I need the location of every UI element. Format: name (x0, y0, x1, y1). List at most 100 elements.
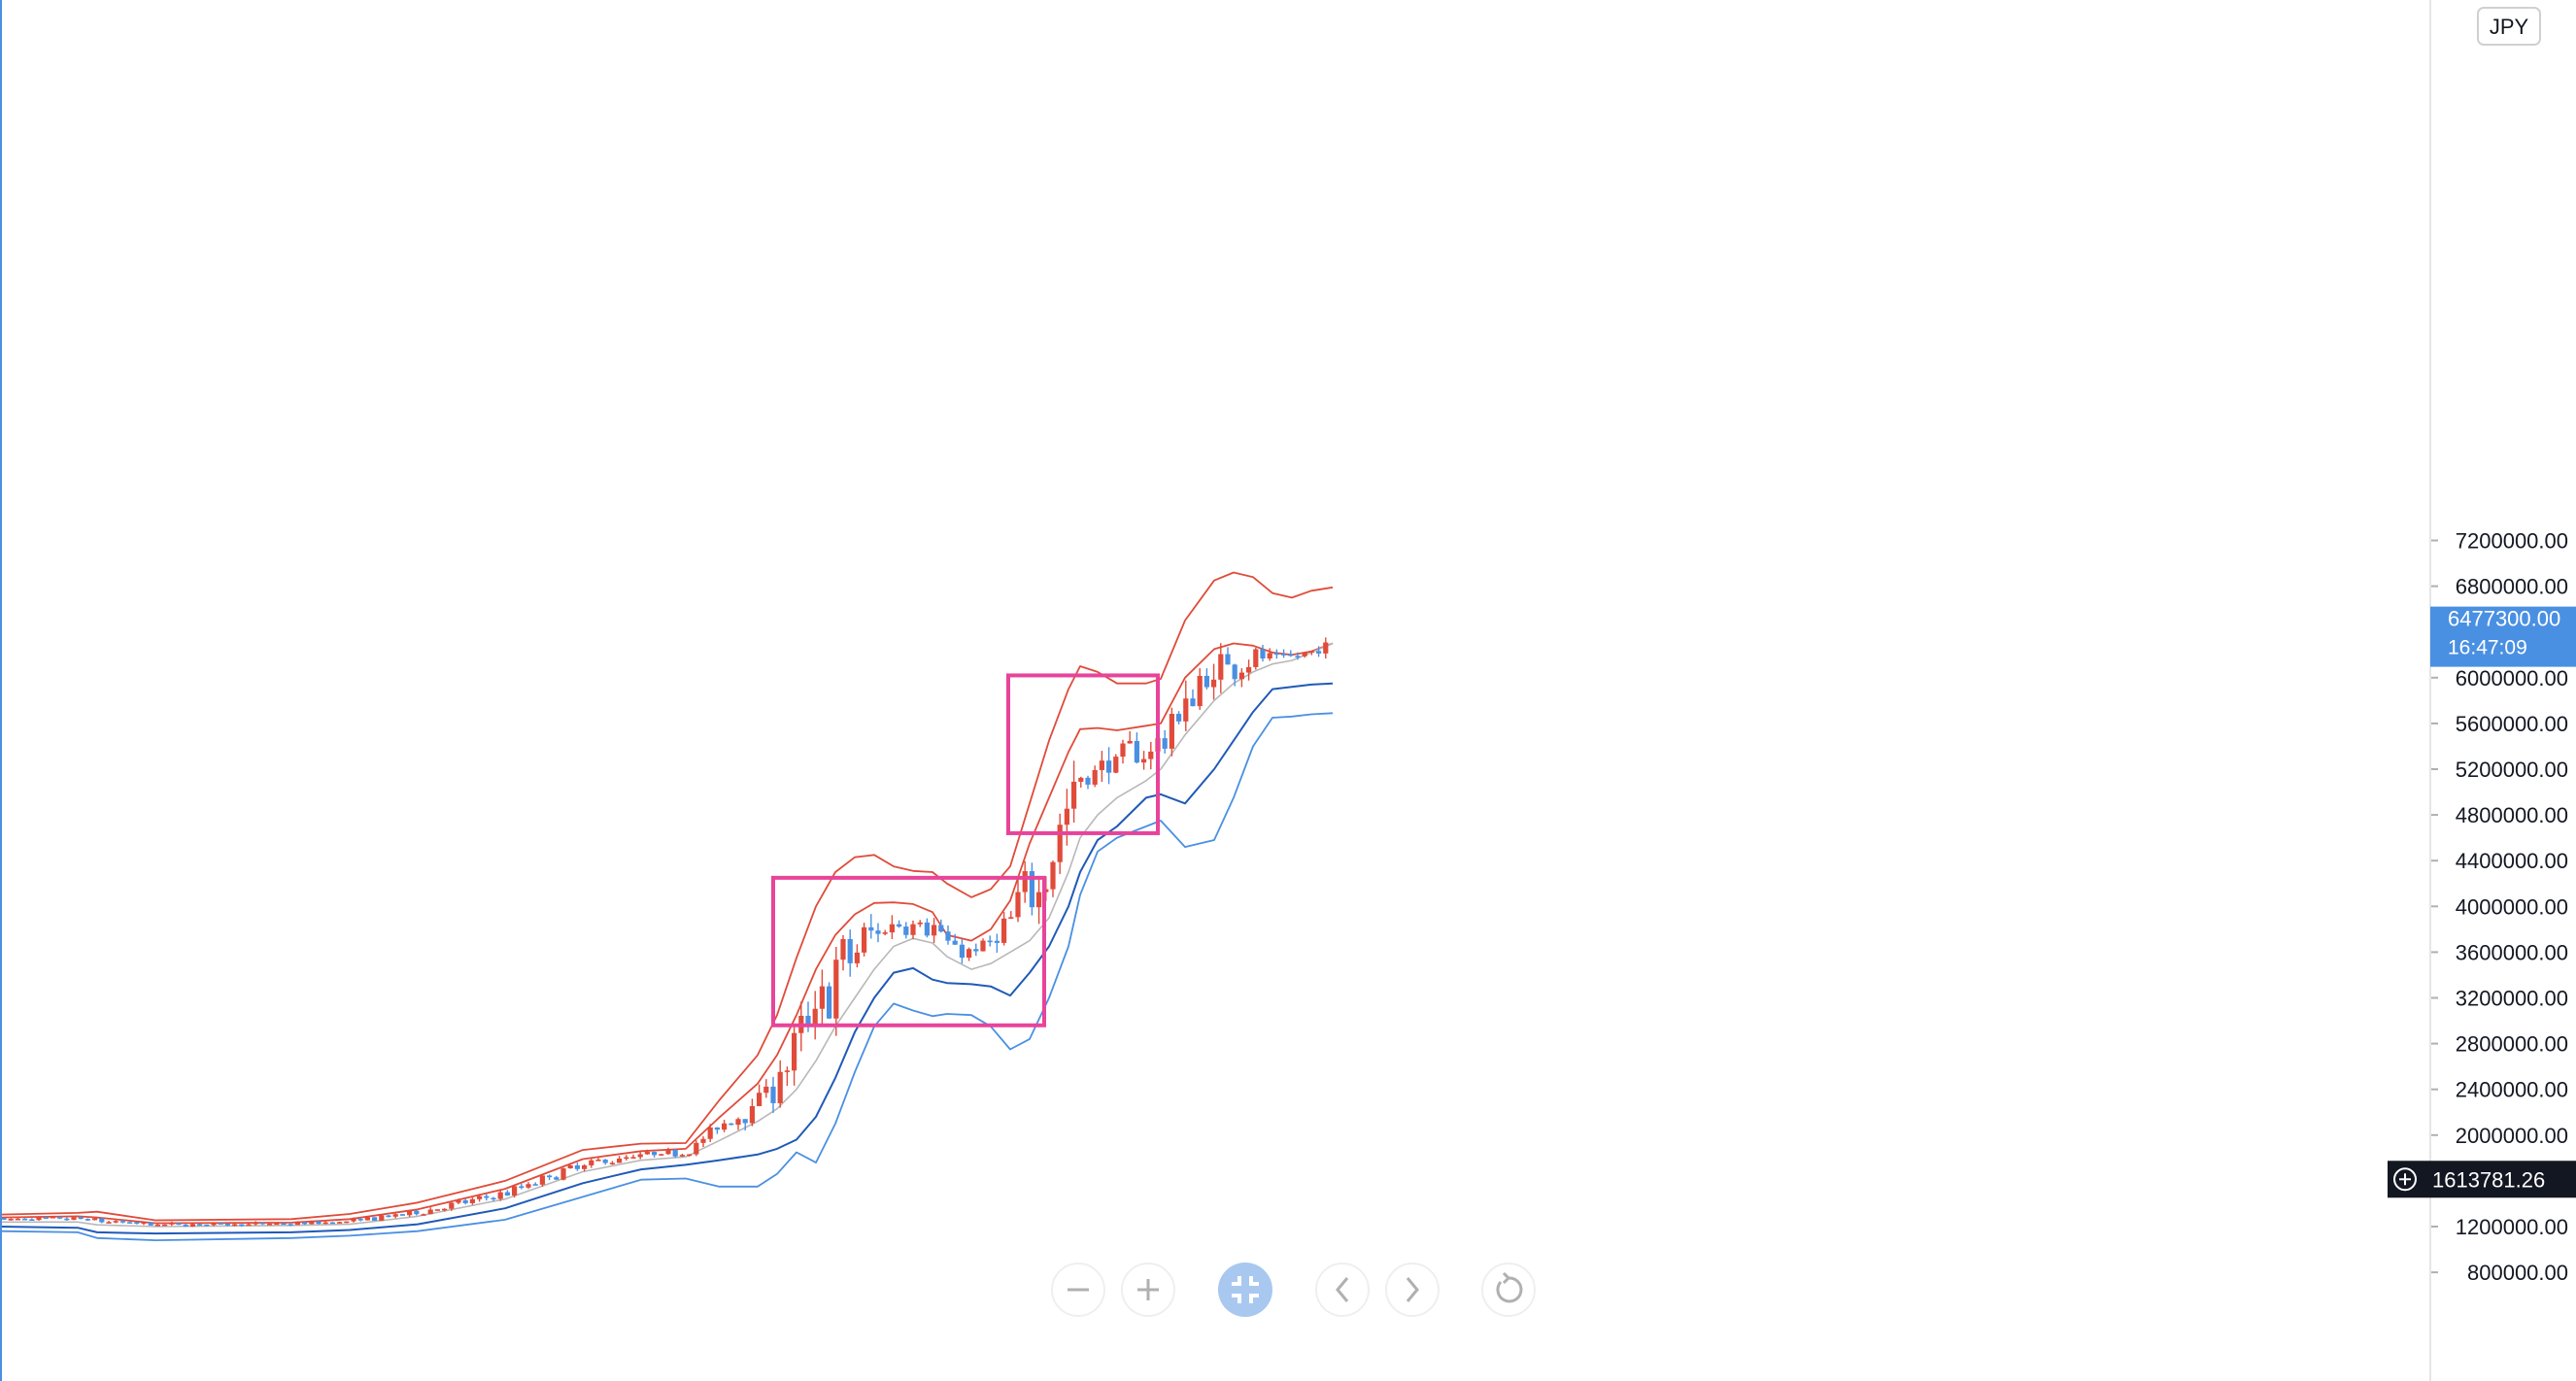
last-price-value: 6477300.00 (2448, 607, 2560, 631)
up-candle (792, 1024, 797, 1086)
down-candle (302, 1221, 308, 1226)
down-candle (399, 1214, 405, 1216)
up-candle (1183, 680, 1189, 731)
y-tick-label: 6000000.00 (2456, 666, 2568, 690)
up-candle (449, 1201, 455, 1211)
up-candle (8, 1218, 14, 1221)
up-candle (1211, 663, 1217, 700)
down-candle (994, 933, 1000, 953)
up-candle (442, 1208, 448, 1212)
down-candle (532, 1182, 538, 1186)
down-candle (1085, 775, 1091, 790)
down-candle (1288, 650, 1294, 657)
up-candle (722, 1120, 728, 1132)
down-candle (57, 1216, 63, 1220)
y-tick-label: 6800000.00 (2456, 575, 2568, 599)
up-candle (92, 1217, 98, 1221)
scroll-right-button[interactable] (1385, 1263, 1440, 1317)
up-candle (71, 1217, 77, 1221)
up-candle (141, 1222, 147, 1226)
down-candle (29, 1218, 35, 1221)
up-candle (1169, 707, 1174, 757)
up-candle (162, 1224, 168, 1227)
up-candle (854, 944, 860, 968)
down-candle (288, 1222, 293, 1227)
down-candle (85, 1218, 90, 1221)
up-candle (1218, 643, 1224, 693)
down-candle (183, 1224, 188, 1228)
up-candle (637, 1152, 643, 1160)
down-candle (316, 1220, 322, 1225)
chart-navigation-toolbar (1051, 1263, 1536, 1317)
y-tick-label: 4800000.00 (2456, 803, 2568, 827)
up-candle (700, 1136, 706, 1148)
y-tick-label: 2000000.00 (2456, 1124, 2568, 1148)
down-candle (827, 982, 832, 1020)
down-candle (945, 925, 951, 945)
up-candle (36, 1217, 42, 1221)
up-candle (497, 1189, 503, 1201)
up-candle (812, 991, 818, 1040)
reset-view-button[interactable] (1218, 1263, 1272, 1317)
down-candle (1190, 689, 1196, 707)
down-candle (875, 923, 881, 943)
y-tick-label: 5200000.00 (2456, 758, 2568, 782)
down-candle (224, 1223, 230, 1227)
down-candle (329, 1222, 335, 1225)
zoom-in-button[interactable] (1121, 1263, 1175, 1317)
up-candle (1015, 876, 1021, 923)
up-candle (253, 1221, 258, 1226)
down-candle (176, 1223, 182, 1226)
y-tick-label: 5600000.00 (2456, 712, 2568, 736)
down-candle (462, 1198, 468, 1205)
highlight-boxes (771, 673, 1160, 1027)
up-candle (50, 1216, 55, 1219)
down-candle (197, 1223, 203, 1227)
zoom-out-button[interactable] (1051, 1263, 1105, 1317)
down-candle (805, 1001, 811, 1032)
up-candle (477, 1194, 483, 1202)
bollinger-bands (0, 571, 1334, 1241)
chevron-left-icon (1336, 1277, 1349, 1302)
up-candle (434, 1209, 440, 1211)
y-tick-label: 1200000.00 (2456, 1215, 2568, 1239)
down-candle (897, 920, 902, 928)
down-candle (204, 1224, 210, 1227)
down-candle (386, 1215, 391, 1218)
currency-badge[interactable]: JPY (2477, 7, 2541, 46)
up-candle (589, 1158, 594, 1168)
up-candle (294, 1221, 300, 1226)
down-candle (959, 938, 965, 964)
up-candle (1022, 860, 1028, 903)
down-candle (99, 1217, 105, 1224)
down-candle (602, 1159, 608, 1165)
upper-outer-band (0, 571, 1334, 1222)
refresh-button[interactable] (1481, 1263, 1536, 1317)
down-candle (973, 943, 979, 957)
up-candle (539, 1174, 545, 1188)
down-candle (729, 1123, 734, 1126)
up-candle (932, 918, 937, 943)
down-candle (1281, 649, 1287, 658)
down-candle (554, 1175, 559, 1180)
down-candle (1162, 729, 1168, 754)
scroll-left-button[interactable] (1315, 1263, 1370, 1317)
crosshair-add-icon[interactable] (2393, 1167, 2417, 1192)
up-candle (1127, 730, 1133, 744)
up-candle (595, 1158, 601, 1162)
down-candle (22, 1218, 28, 1221)
up-candle (917, 920, 923, 927)
up-candle (113, 1219, 119, 1224)
down-candle (519, 1183, 525, 1190)
up-candle (15, 1217, 20, 1221)
down-candle (1225, 647, 1231, 665)
up-candle (840, 934, 846, 971)
down-candle (259, 1222, 265, 1226)
up-candle (322, 1221, 328, 1225)
down-candle (134, 1221, 140, 1225)
up-candle (687, 1154, 693, 1157)
up-candle (862, 923, 867, 957)
up-candle (749, 1098, 755, 1127)
up-candle (1141, 751, 1147, 770)
